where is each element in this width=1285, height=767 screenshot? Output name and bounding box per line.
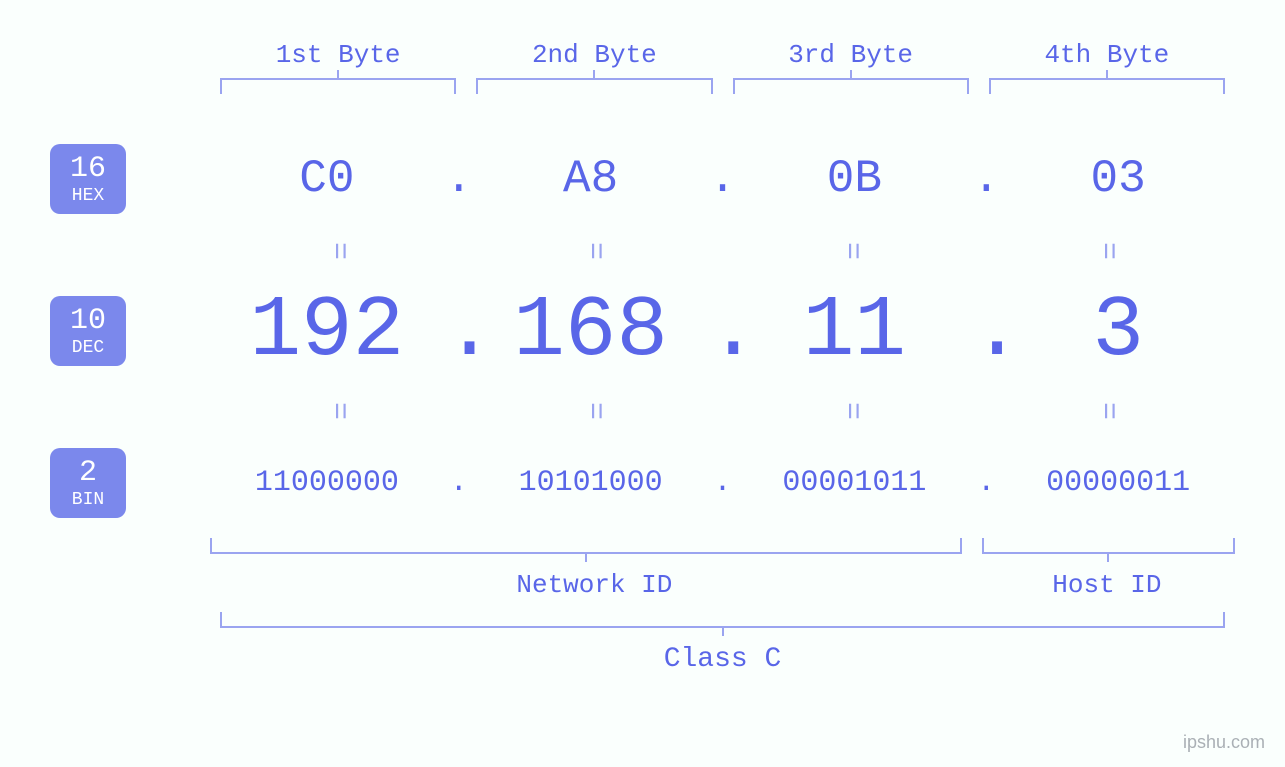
network-id-label: Network ID (210, 570, 979, 600)
dec-values: 192 . 168 . 11 . 3 (210, 288, 1235, 374)
network-host-brackets (210, 538, 1235, 554)
dec-row: 10 DEC 192 . 168 . 11 . 3 (50, 288, 1235, 374)
bin-badge-num: 2 (50, 458, 126, 488)
byte-brackets-top (210, 78, 1235, 94)
bracket-top-2 (476, 78, 712, 94)
network-host-labels: Network ID Host ID (210, 570, 1235, 600)
hex-badge-label: HEX (50, 186, 126, 206)
equals-1-2: = (577, 242, 611, 260)
dec-byte-4: 3 (1001, 288, 1235, 374)
hex-values: C0 . A8 . 0B . 03 (210, 153, 1235, 205)
hex-row: 16 HEX C0 . A8 . 0B . 03 (50, 144, 1235, 214)
hex-badge: 16 HEX (50, 144, 126, 214)
bin-dot-2: . (708, 466, 738, 500)
bracket-top-3 (733, 78, 969, 94)
bin-dot-3: . (971, 466, 1001, 500)
bin-byte-4: 00000011 (1001, 466, 1235, 500)
class-bracket (220, 612, 1225, 628)
bin-dot-1: . (444, 466, 474, 500)
bracket-top-1 (220, 78, 456, 94)
bin-byte-2: 10101000 (474, 466, 708, 500)
equals-2-3: = (834, 402, 868, 420)
bracket-top-4 (989, 78, 1225, 94)
equals-1-3: = (834, 242, 868, 260)
hex-dot-1: . (444, 153, 474, 205)
byte-headers-row: 1st Byte 2nd Byte 3rd Byte 4th Byte (210, 40, 1235, 70)
bin-byte-1: 11000000 (210, 466, 444, 500)
dec-badge: 10 DEC (50, 296, 126, 366)
byte-header-2: 2nd Byte (466, 40, 722, 70)
bin-byte-3: 00001011 (738, 466, 972, 500)
dec-dot-1: . (444, 288, 474, 374)
class-label: Class C (210, 644, 1235, 675)
host-bracket (982, 538, 1235, 554)
dec-dot-2: . (708, 288, 738, 374)
ip-diagram: 1st Byte 2nd Byte 3rd Byte 4th Byte 16 H… (0, 0, 1285, 715)
equals-row-1: = = = = (210, 234, 1235, 268)
hex-byte-3: 0B (738, 153, 972, 205)
equals-2-1: = (321, 402, 355, 420)
dec-badge-num: 10 (50, 306, 126, 336)
bin-row: 2 BIN 11000000 . 10101000 . 00001011 . 0… (50, 448, 1235, 518)
byte-header-1: 1st Byte (210, 40, 466, 70)
watermark: ipshu.com (1183, 732, 1265, 753)
hex-dot-3: . (971, 153, 1001, 205)
equals-1-4: = (1090, 242, 1124, 260)
hex-byte-4: 03 (1001, 153, 1235, 205)
bin-badge: 2 BIN (50, 448, 126, 518)
network-bracket (210, 538, 962, 554)
hex-dot-2: . (708, 153, 738, 205)
class-bracket-row (210, 612, 1235, 628)
dec-dot-3: . (971, 288, 1001, 374)
dec-badge-label: DEC (50, 338, 126, 358)
host-id-label: Host ID (979, 570, 1235, 600)
hex-byte-1: C0 (210, 153, 444, 205)
equals-1-1: = (321, 242, 355, 260)
byte-header-4: 4th Byte (979, 40, 1235, 70)
equals-2-4: = (1090, 402, 1124, 420)
hex-byte-2: A8 (474, 153, 708, 205)
byte-header-3: 3rd Byte (723, 40, 979, 70)
bin-values: 11000000 . 10101000 . 00001011 . 0000001… (210, 466, 1235, 500)
dec-byte-3: 11 (738, 288, 972, 374)
bin-badge-label: BIN (50, 490, 126, 510)
dec-byte-2: 168 (474, 288, 708, 374)
dec-byte-1: 192 (210, 288, 444, 374)
equals-row-2: = = = = (210, 394, 1235, 428)
hex-badge-num: 16 (50, 154, 126, 184)
equals-2-2: = (577, 402, 611, 420)
